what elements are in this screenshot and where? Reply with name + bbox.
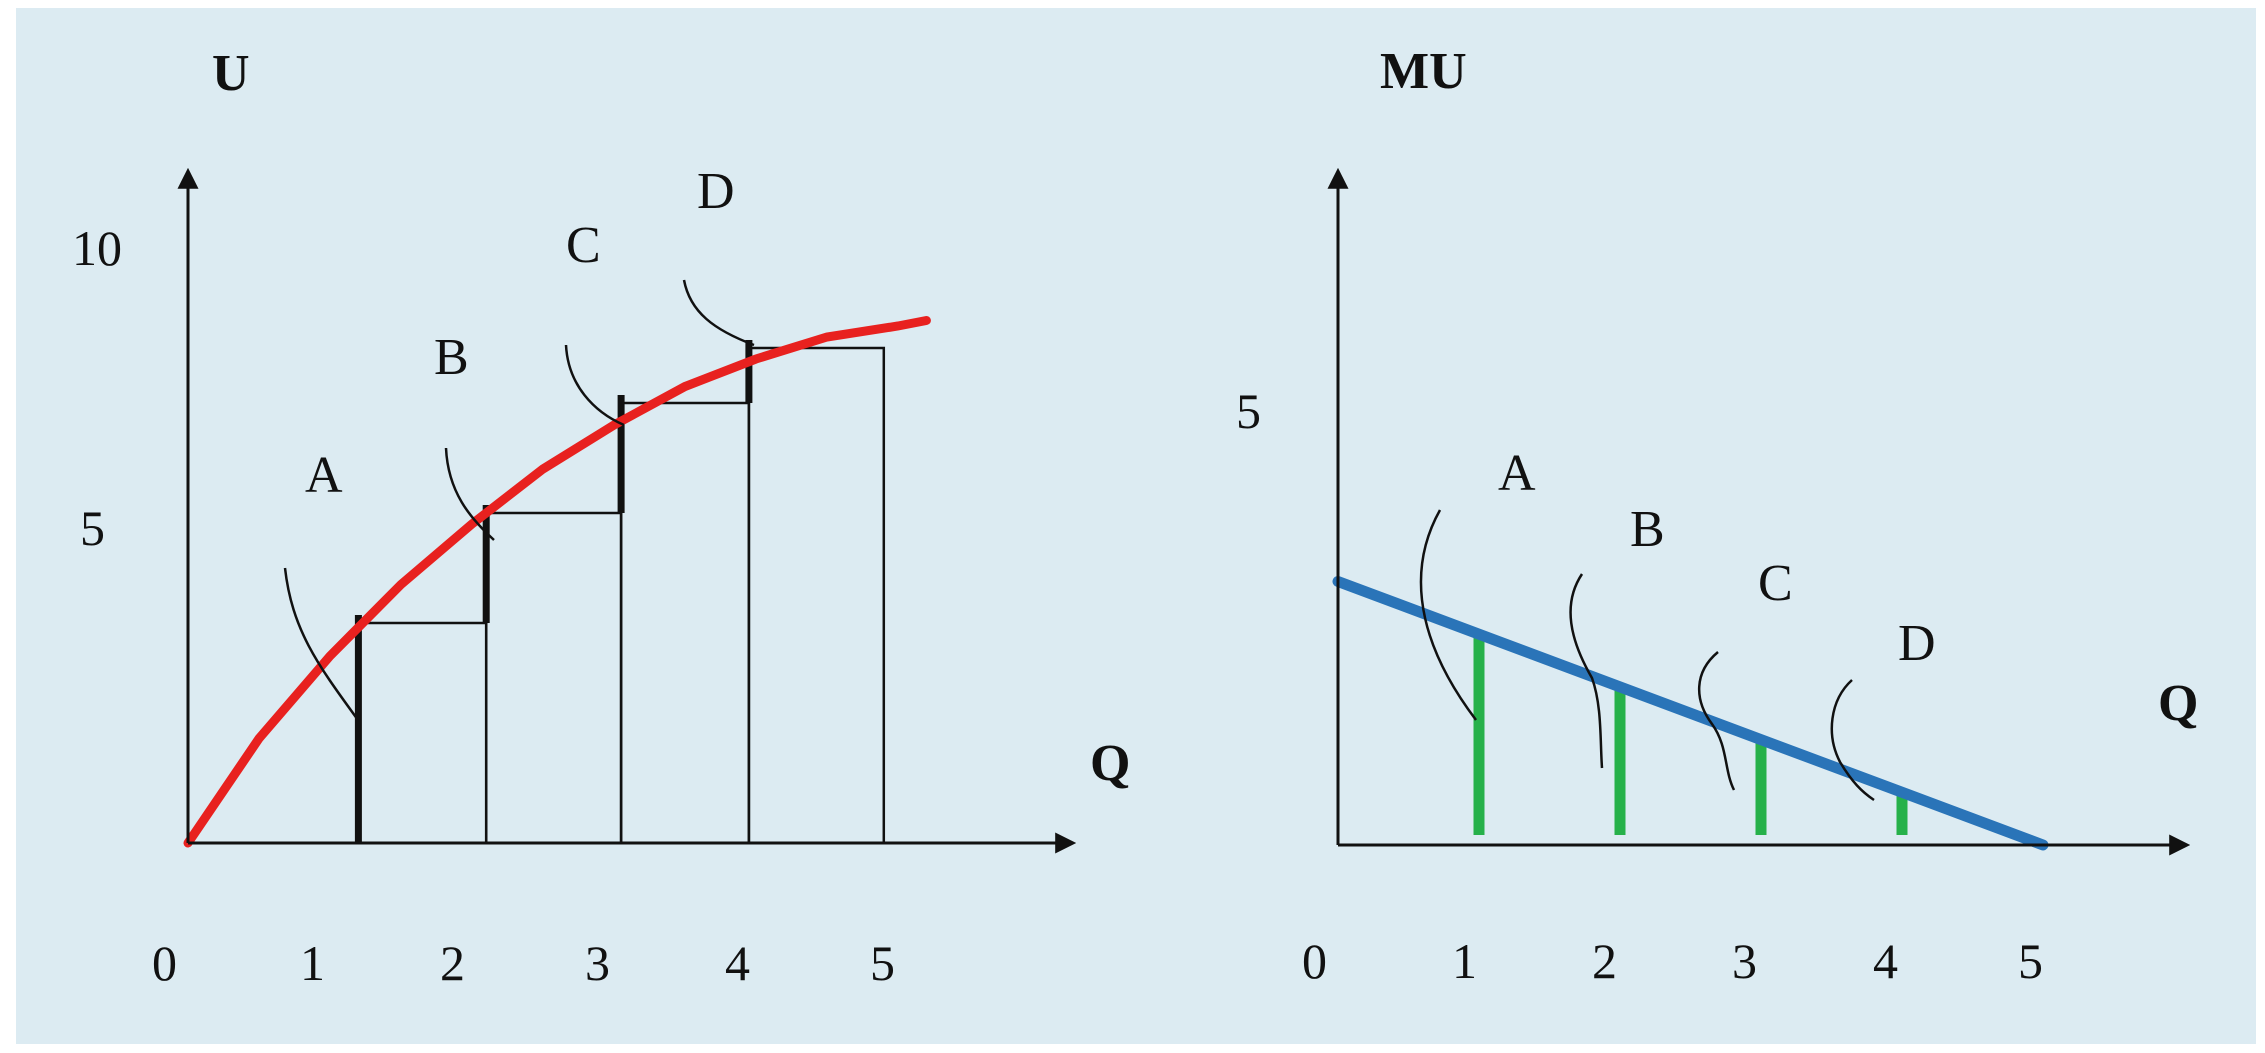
marginal-utility-line bbox=[1332, 576, 2049, 851]
callout-b bbox=[1569, 573, 1604, 769]
point-label-b: B bbox=[434, 329, 469, 386]
point-label-c: C bbox=[566, 217, 601, 274]
x-tick-label: 2 bbox=[440, 935, 465, 991]
x-tick-label: 2 bbox=[1592, 933, 1617, 989]
callout-a bbox=[1419, 509, 1477, 721]
y-tick-label: 10 bbox=[72, 220, 122, 276]
callout-c bbox=[1698, 651, 1736, 791]
x-tick-label: 4 bbox=[1873, 933, 1898, 989]
marginal-utility-bars bbox=[1473, 632, 1908, 835]
x-tick-label: 0 bbox=[1302, 933, 1327, 989]
x-axis-label: Q bbox=[1090, 735, 1130, 792]
point-label-d: D bbox=[1898, 615, 1936, 672]
y-axis-label: U bbox=[212, 45, 250, 102]
total-utility-chart: U Q 10 5 0 1 2 3 4 5 A B C D bbox=[72, 45, 1130, 991]
figure-background bbox=[16, 8, 2256, 1044]
utility-step-bar bbox=[619, 401, 751, 845]
utility-steps bbox=[354, 340, 886, 845]
x-tick-label: 5 bbox=[2018, 933, 2043, 989]
point-label-d: D bbox=[697, 163, 735, 220]
utility-step-bar bbox=[747, 346, 886, 845]
utility-step-bar bbox=[484, 511, 623, 845]
x-tick-label: 3 bbox=[1732, 933, 1757, 989]
point-label-c: C bbox=[1758, 555, 1793, 612]
callout-d bbox=[682, 279, 755, 347]
y-tick-label: 5 bbox=[1236, 383, 1261, 439]
callout-b bbox=[444, 447, 495, 541]
total-utility-curve bbox=[183, 316, 931, 848]
point-label-a: A bbox=[1498, 445, 1536, 502]
x-tick-label: 4 bbox=[725, 935, 750, 991]
callout-a bbox=[283, 567, 360, 721]
marginal-utility-chart: MU Q 5 0 1 2 3 4 5 A B C D bbox=[1236, 43, 2198, 989]
x-tick-label: 1 bbox=[1452, 933, 1477, 989]
x-tick-label: 0 bbox=[152, 935, 177, 991]
x-tick-label: 1 bbox=[300, 935, 325, 991]
point-label-b: B bbox=[1630, 501, 1665, 558]
callout-c bbox=[564, 344, 625, 427]
x-tick-label: 3 bbox=[585, 935, 610, 991]
x-axis-label: Q bbox=[2158, 675, 2198, 732]
x-tick-label: 5 bbox=[870, 935, 895, 991]
callout-d bbox=[1830, 679, 1875, 802]
y-axis-label: MU bbox=[1380, 43, 1467, 100]
utility-step-bar bbox=[357, 621, 488, 845]
point-label-a: A bbox=[305, 447, 343, 504]
y-tick-label: 5 bbox=[80, 500, 105, 556]
